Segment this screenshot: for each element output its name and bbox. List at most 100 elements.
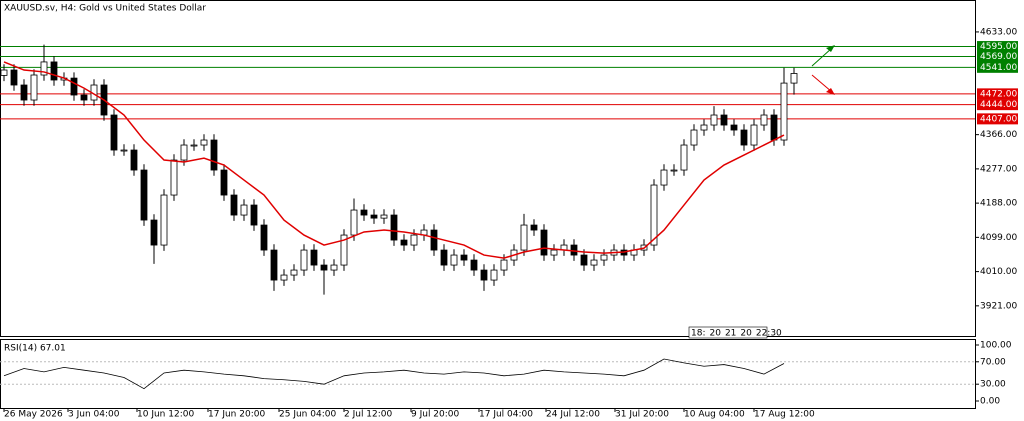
- candle-body: [340, 234, 348, 266]
- y-tick-label: 4633.00: [980, 27, 1017, 37]
- candle-body: [360, 209, 368, 216]
- candle-body: [160, 194, 168, 246]
- separator-box: [688, 326, 768, 339]
- x-tick-label: 17 Jul 04:00: [479, 410, 533, 420]
- level-tag: [977, 41, 1018, 53]
- candle-body: [190, 144, 198, 147]
- candle-body: [180, 144, 188, 161]
- candle-body: [550, 249, 558, 256]
- rsi-line: [3, 358, 785, 390]
- candle-body: [580, 254, 588, 266]
- candle-body: [200, 139, 208, 146]
- candle-body: [390, 214, 398, 241]
- rsi-label: RSI(14) 67.01: [4, 344, 66, 354]
- candle-body: [300, 249, 308, 271]
- candle-body: [170, 159, 178, 196]
- candle-body: [690, 129, 698, 146]
- candle-body: [780, 82, 788, 141]
- candle-body: [490, 269, 498, 281]
- candle-body: [760, 114, 768, 126]
- moving-average: [3, 61, 785, 259]
- candle-body: [730, 124, 738, 131]
- down-arrow-head: [826, 88, 835, 95]
- level-tag: [977, 99, 1018, 111]
- candle-body: [150, 219, 158, 246]
- candle-body: [540, 229, 548, 256]
- candle-body: [680, 144, 688, 171]
- candle-body: [20, 84, 28, 101]
- x-tick-label: 17 Jun 20:00: [208, 410, 265, 420]
- x-tick-label: 9 Jul 20:00: [411, 410, 460, 420]
- y-tick-label: 4277.00: [980, 164, 1017, 174]
- candle-body: [570, 244, 578, 256]
- candle-body: [240, 204, 248, 216]
- candle-body: [320, 264, 328, 271]
- x-tick-label: 17 Aug 12:00: [754, 410, 815, 420]
- separator-label: 20: [740, 329, 752, 339]
- candle-body: [110, 114, 118, 151]
- rsi-tick-label: 0.00: [980, 396, 1000, 406]
- candle-body: [380, 214, 388, 219]
- candle-body: [460, 254, 468, 261]
- y-tick-label: 4366.00: [980, 130, 1017, 140]
- rsi-pane: [0, 339, 976, 409]
- candle-body: [740, 129, 748, 146]
- candle-body: [600, 254, 608, 261]
- level-label: 4444.00: [980, 100, 1017, 110]
- candle-body: [40, 61, 48, 76]
- level-tag: [977, 113, 1018, 125]
- y-tick-label: 4010.00: [980, 267, 1017, 277]
- rsi-tick-label: 100.00: [980, 340, 1012, 350]
- candle-body: [750, 124, 758, 146]
- separator-label: 22:30: [756, 329, 782, 339]
- candle-body: [370, 214, 378, 219]
- level-label: 4407.00: [980, 114, 1017, 124]
- separator-label: 20: [709, 329, 721, 339]
- candle-body: [670, 169, 678, 172]
- candle-body: [720, 114, 728, 126]
- candle-body: [330, 264, 338, 271]
- candle-body: [260, 224, 268, 251]
- candle-body: [700, 124, 708, 131]
- separator-label: 21: [725, 329, 736, 339]
- candle-body: [590, 259, 598, 266]
- candle-body: [130, 149, 138, 171]
- candle-body: [480, 269, 488, 281]
- candle-body: [350, 209, 358, 236]
- x-tick-label: 3 Jun 04:00: [68, 410, 120, 420]
- x-tick-label: 2 Jul 12:00: [344, 410, 393, 420]
- x-tick-label: 25 Jun 04:00: [279, 410, 336, 420]
- candle-body: [250, 204, 258, 226]
- candle-body: [430, 229, 438, 251]
- candle-body: [500, 259, 508, 271]
- candle-body: [140, 169, 148, 221]
- candle-body: [410, 234, 418, 246]
- level-tag: [977, 51, 1018, 63]
- candle-body: [530, 224, 538, 231]
- rsi-tick-label: 70.00: [980, 357, 1006, 367]
- candle-body: [10, 69, 18, 86]
- candle-body: [450, 254, 458, 266]
- candle-body: [660, 169, 668, 186]
- x-tick-label: 10 Aug 04:00: [684, 410, 745, 420]
- chart-title: XAUUSD.sv, H4: Gold vs United States Dol…: [4, 4, 206, 14]
- level-label: 4472.00: [980, 89, 1017, 99]
- candle-body: [280, 274, 288, 281]
- candle-body: [0, 69, 8, 76]
- candle-body: [270, 249, 278, 281]
- x-tick-label: 31 Jul 20:00: [615, 410, 669, 420]
- candle-body: [470, 259, 478, 271]
- candle-body: [650, 184, 658, 246]
- candle-body: [120, 149, 128, 152]
- y-tick-label: 4099.00: [980, 233, 1017, 243]
- level-label: 4595.00: [980, 42, 1017, 52]
- separator-label: 18:: [691, 329, 705, 339]
- y-tick-label: 4188.00: [980, 199, 1017, 209]
- candle-body: [520, 224, 528, 251]
- level-tag: [977, 88, 1018, 100]
- candle-body: [220, 169, 228, 196]
- level-label: 4569.00: [980, 52, 1017, 62]
- candle-body: [230, 194, 238, 216]
- candle-body: [80, 94, 88, 101]
